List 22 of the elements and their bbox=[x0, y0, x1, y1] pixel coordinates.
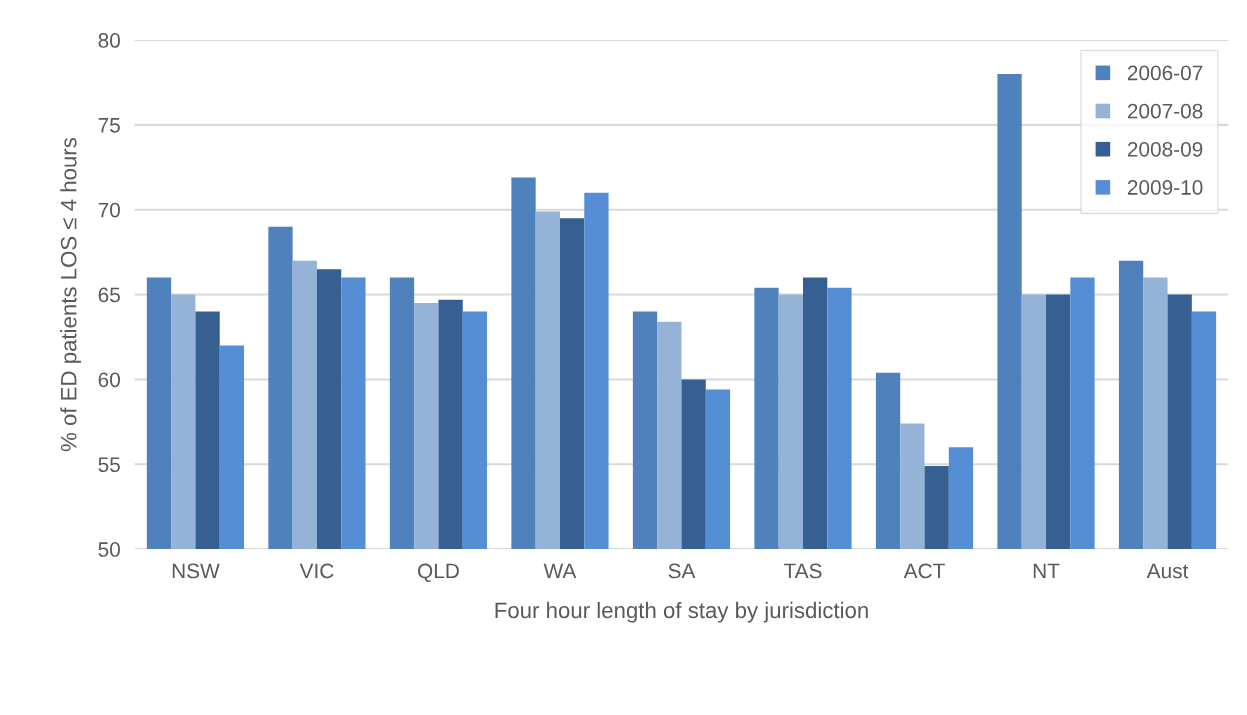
y-tick-label: 55 bbox=[98, 457, 120, 473]
x-tick-label: Aust bbox=[1146, 563, 1189, 579]
y-axis-title: % of ED patients LOS ≤ 4 hours bbox=[60, 137, 81, 452]
y-tick-label: 75 bbox=[98, 118, 120, 133]
x-tick-label: WA bbox=[543, 563, 577, 579]
x-tick-label: NSW bbox=[172, 563, 220, 579]
legend-label: 2008-09 bbox=[1127, 141, 1203, 157]
legend-label: 2006-07 bbox=[1127, 65, 1203, 81]
x-axis-title: Four hour length of stay by jurisdiction bbox=[495, 601, 868, 623]
legend-label: 2007-08 bbox=[1127, 103, 1203, 119]
y-tick-label: 80 bbox=[98, 33, 120, 48]
y-tick-label: 50 bbox=[98, 542, 120, 557]
y-tick-label: 60 bbox=[98, 372, 120, 388]
x-tick-label: SA bbox=[668, 563, 696, 579]
x-tick-label: TAS bbox=[783, 563, 822, 579]
y-tick-label: 65 bbox=[98, 287, 120, 303]
y-tick-label: 70 bbox=[98, 202, 120, 218]
x-tick-label: NT bbox=[1033, 563, 1060, 579]
x-tick-label: VIC bbox=[299, 563, 334, 579]
x-tick-label: QLD bbox=[418, 563, 459, 583]
legend-label: 2009-10 bbox=[1127, 180, 1203, 195]
x-tick-label: ACT bbox=[903, 563, 945, 579]
